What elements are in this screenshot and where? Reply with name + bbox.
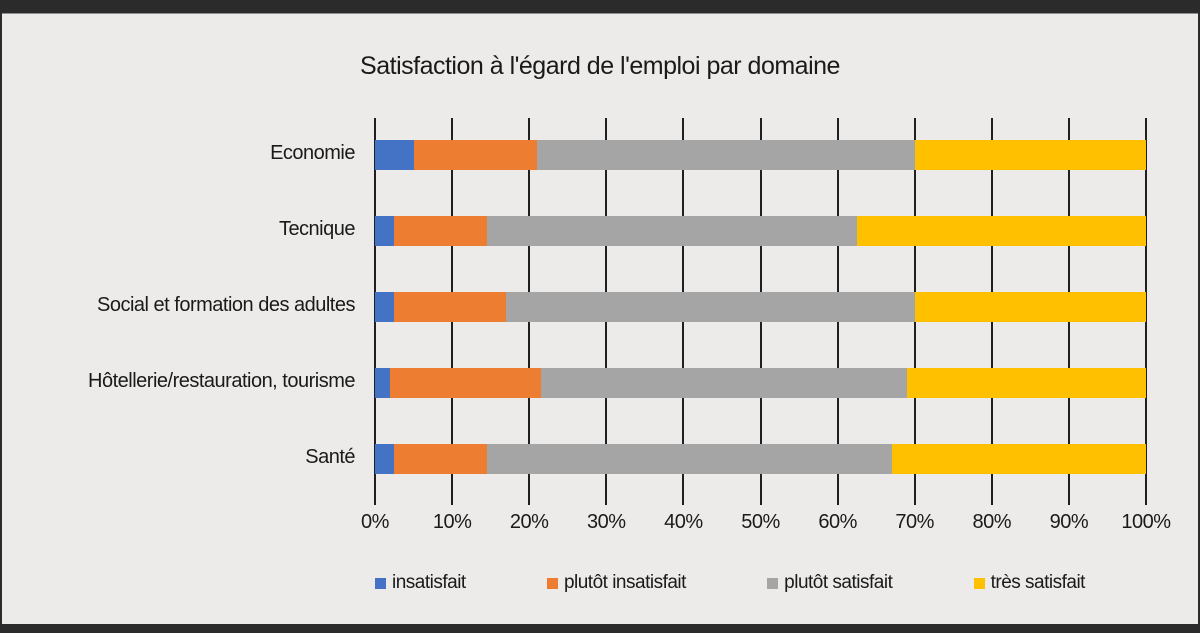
category-label: Santé [305,446,355,468]
bar-segment[interactable] [856,216,1146,246]
chart-title: Satisfaction à l'égard de l'emploi par d… [360,52,840,80]
bar-segment[interactable] [914,292,1146,322]
legend-swatch-icon [973,577,985,589]
window-top-bar [2,0,1198,14]
bar-segment[interactable] [486,444,892,474]
window-bottom-bar [2,624,1198,633]
x-tick-label: 100% [1121,511,1171,533]
bar-segment[interactable] [375,292,395,322]
bar-segment[interactable] [906,368,1146,398]
category-label: Tecnique [278,218,356,240]
category-label: Economie [270,142,355,164]
x-tick-label: 20% [509,511,549,533]
bar-segment[interactable] [914,140,1146,170]
bar-segment[interactable] [891,444,1146,474]
legend-item-plutôt-insatisfait: plutôt insatisfait [546,572,686,594]
bar-segment[interactable] [375,216,395,246]
legend-item-très-satisfait: très satisfait [973,572,1086,594]
legend-item-plutôt-satisfait: plutôt satisfait [767,572,893,594]
bar-segment[interactable] [394,216,487,246]
x-tick-label: 80% [972,511,1012,533]
gridline-100 [1145,118,1147,505]
x-tick-label: 70% [895,511,934,533]
bar-row [375,368,1146,398]
legend-swatch-icon [767,577,779,589]
legend-swatch-icon [375,577,386,589]
legend: insatisfait plutôt insatisfait plutôt sati… [375,572,1085,594]
bar-row [375,216,1146,246]
bar-row [375,444,1146,474]
bar-segment[interactable] [540,368,907,398]
bar-segment[interactable] [375,368,391,398]
bar-row [375,140,1146,170]
x-tick-label: 40% [664,511,703,533]
bar-segment[interactable] [394,292,507,322]
bar-segment[interactable] [394,444,487,474]
bar-segment[interactable] [390,368,541,398]
bar-segment[interactable] [506,292,915,322]
plot-area [374,118,1147,505]
legend-label: plutôt insatisfait [563,572,686,593]
legend-swatch-icon [546,577,558,589]
bar-row [375,292,1146,322]
x-tick-label: 10% [432,511,472,533]
bar-segment[interactable] [375,444,395,474]
x-tick-label: 50% [741,511,780,533]
bar-segment[interactable] [413,140,537,170]
category-label: Social et formation des adultes [97,294,356,316]
x-tick-label: 0% [361,511,389,533]
legend-label: insatisfait [392,572,466,593]
x-tick-label: 30% [587,511,626,533]
x-tick-label: 60% [818,511,857,533]
legend-label: très satisfait [990,572,1086,593]
bar-segment[interactable] [375,140,414,170]
bar-segment[interactable] [536,140,915,170]
bar-segment[interactable] [486,216,857,246]
legend-label: plutôt satisfait [784,572,893,593]
category-label: Hôtellerie/restauration, tourisme [88,370,355,392]
legend-item-insatisfait: insatisfait [375,572,466,594]
x-tick-label: 90% [1049,511,1089,533]
